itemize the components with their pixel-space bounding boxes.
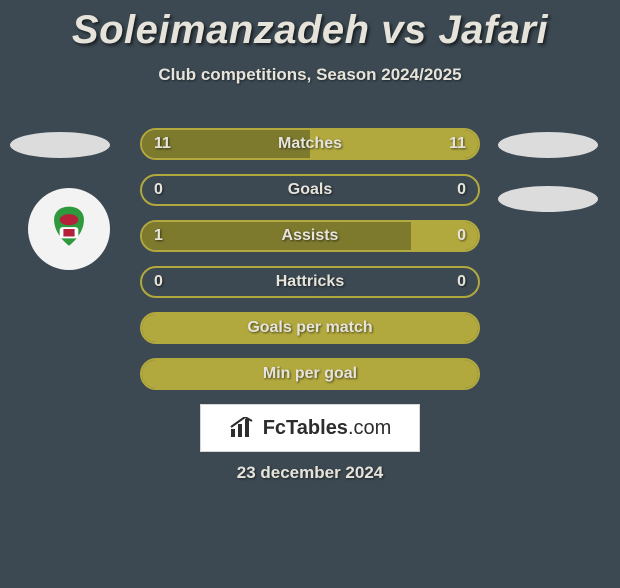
- club-crest-left: [28, 188, 110, 270]
- stat-bar-assists: 10Assists: [140, 220, 480, 252]
- logo-text-light: .com: [348, 417, 391, 439]
- report-date: 23 december 2024: [0, 463, 620, 483]
- page-title: Soleimanzadeh vs Jafari: [0, 8, 620, 53]
- stat-bar-min-per-goal: Min per goal: [140, 358, 480, 390]
- player-left-ellipse: [10, 132, 110, 158]
- bar-label: Goals per match: [142, 314, 478, 342]
- player-right-ellipse-bottom: [498, 186, 598, 212]
- fctables-logo[interactable]: FcTables.com: [200, 404, 420, 452]
- stat-bar-goals: 00Goals: [140, 174, 480, 206]
- bar-label: Assists: [142, 222, 478, 250]
- logo-text-bold: FcTables: [263, 417, 348, 439]
- logo-text: FcTables.com: [263, 417, 392, 440]
- bar-label: Goals: [142, 176, 478, 204]
- stat-bar-matches: 1111Matches: [140, 128, 480, 160]
- bar-label: Min per goal: [142, 360, 478, 388]
- stats-bars: 1111Matches 00Goals 10Assists 00Hattricks Go…: [140, 128, 480, 404]
- page-subtitle: Club competitions, Season 2024/2025: [0, 65, 620, 85]
- bar-label: Matches: [142, 130, 478, 158]
- chart-icon: [229, 417, 257, 439]
- bar-label: Hattricks: [142, 268, 478, 296]
- stat-bar-goals-per-match: Goals per match: [140, 312, 480, 344]
- player-right-ellipse-top: [498, 132, 598, 158]
- stat-bar-hattricks: 00Hattricks: [140, 266, 480, 298]
- crest-icon: [41, 201, 97, 257]
